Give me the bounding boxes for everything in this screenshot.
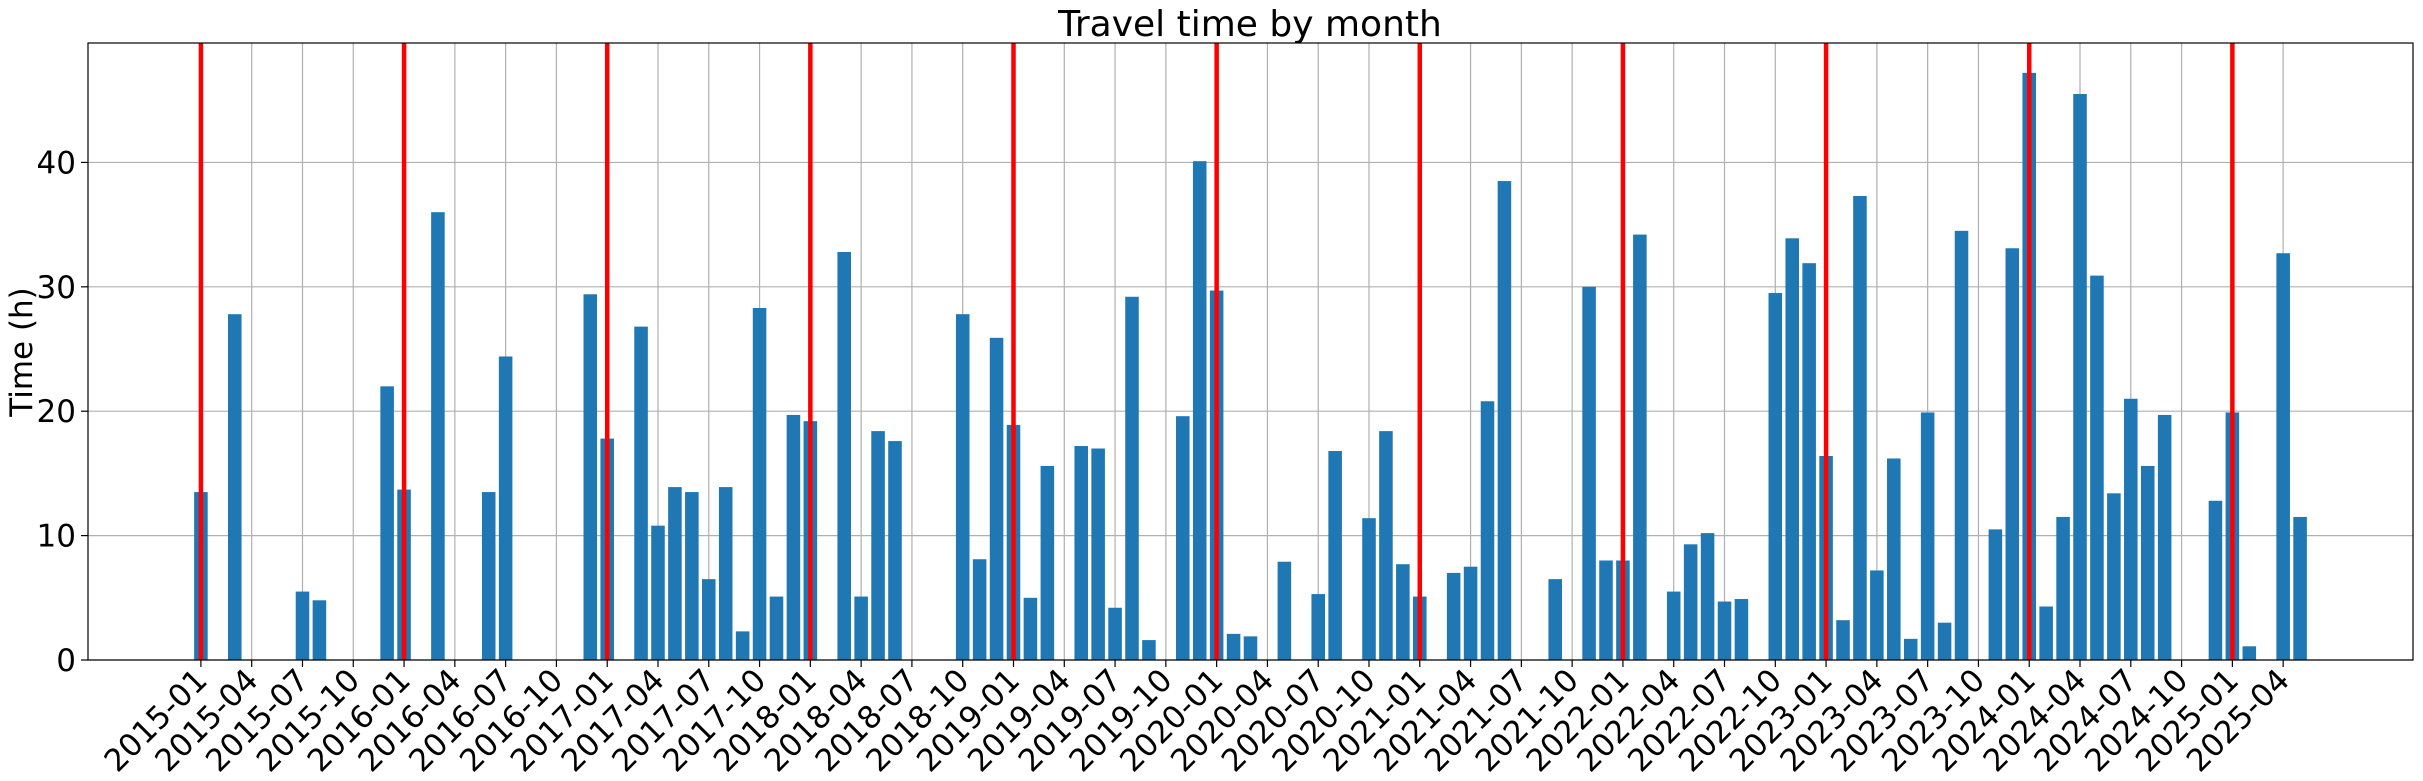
bar <box>312 600 327 660</box>
bar <box>1853 196 1867 660</box>
bar <box>1176 416 1190 660</box>
bar <box>1870 570 1884 660</box>
bar <box>1802 263 1816 660</box>
bar <box>2276 253 2290 660</box>
bar <box>989 337 1004 660</box>
plot-frame <box>87 42 2414 661</box>
bar <box>1700 533 1715 660</box>
y-tick-label: 0 <box>56 643 76 679</box>
bar <box>1954 230 1969 660</box>
bar <box>1040 465 1055 660</box>
bar <box>1125 296 1139 660</box>
bar <box>1497 181 1512 661</box>
bar <box>2005 248 2020 660</box>
bar <box>1074 446 1088 660</box>
bar <box>888 441 902 660</box>
bar <box>1836 620 1850 660</box>
bar <box>1599 560 1613 660</box>
bar <box>1937 622 1952 660</box>
bar <box>380 386 394 660</box>
bar <box>1903 638 1918 660</box>
bar <box>668 487 682 660</box>
bar <box>2242 646 2257 660</box>
bar <box>1548 579 1562 660</box>
bar <box>1582 286 1596 660</box>
bar <box>1988 529 2003 660</box>
bar <box>1683 544 1698 660</box>
bar <box>854 596 868 660</box>
bar <box>651 525 665 660</box>
bar <box>583 294 598 660</box>
bar <box>228 314 242 660</box>
bar <box>481 492 496 660</box>
bar <box>498 356 513 660</box>
bar <box>1785 238 1799 660</box>
bar <box>972 559 987 660</box>
bar <box>718 487 733 660</box>
bar <box>2293 516 2307 660</box>
bar <box>769 596 784 660</box>
bar <box>1887 458 1901 660</box>
bar <box>1226 633 1241 660</box>
bar <box>1243 636 1258 660</box>
bar <box>2073 94 2087 660</box>
y-tick-label: 40 <box>37 145 76 181</box>
bar <box>1142 640 1156 660</box>
bar <box>2056 516 2070 660</box>
bar <box>2090 275 2104 660</box>
bar <box>685 492 699 660</box>
bar <box>702 579 716 660</box>
bar <box>1920 412 1935 660</box>
bar <box>634 326 648 660</box>
bar <box>1108 607 1122 660</box>
bar <box>1091 448 1105 660</box>
bar <box>1328 451 1342 660</box>
bar <box>2107 493 2121 660</box>
bar <box>837 251 851 660</box>
bar <box>2124 398 2138 660</box>
bar <box>1446 572 1461 660</box>
bar <box>1192 161 1207 660</box>
bar <box>1480 401 1495 660</box>
bar <box>1717 601 1732 660</box>
y-tick-label: 20 <box>37 394 76 430</box>
y-tick-label: 30 <box>37 270 76 306</box>
bar <box>295 591 310 660</box>
chart-title: Travel time by month <box>1057 4 1442 45</box>
bar <box>2157 414 2172 660</box>
bar <box>1379 431 1393 660</box>
bar <box>1396 564 1410 660</box>
bar <box>1023 597 1038 660</box>
bar <box>1666 591 1681 660</box>
bar <box>752 307 767 660</box>
bar <box>2140 465 2155 660</box>
bar <box>1311 594 1325 660</box>
bar <box>1362 518 1376 660</box>
bar <box>1633 234 1647 660</box>
bar <box>735 631 750 660</box>
y-axis-label: Time (h) <box>4 287 40 418</box>
bar <box>1768 293 1783 660</box>
bar <box>1734 599 1749 660</box>
bar <box>786 414 801 660</box>
bar <box>871 431 885 660</box>
bar <box>1463 566 1478 660</box>
bar <box>2039 606 2053 660</box>
bar <box>1277 561 1292 660</box>
bar <box>955 314 970 660</box>
y-tick-label: 10 <box>37 519 76 555</box>
bar <box>2208 500 2223 660</box>
bar <box>431 212 445 660</box>
